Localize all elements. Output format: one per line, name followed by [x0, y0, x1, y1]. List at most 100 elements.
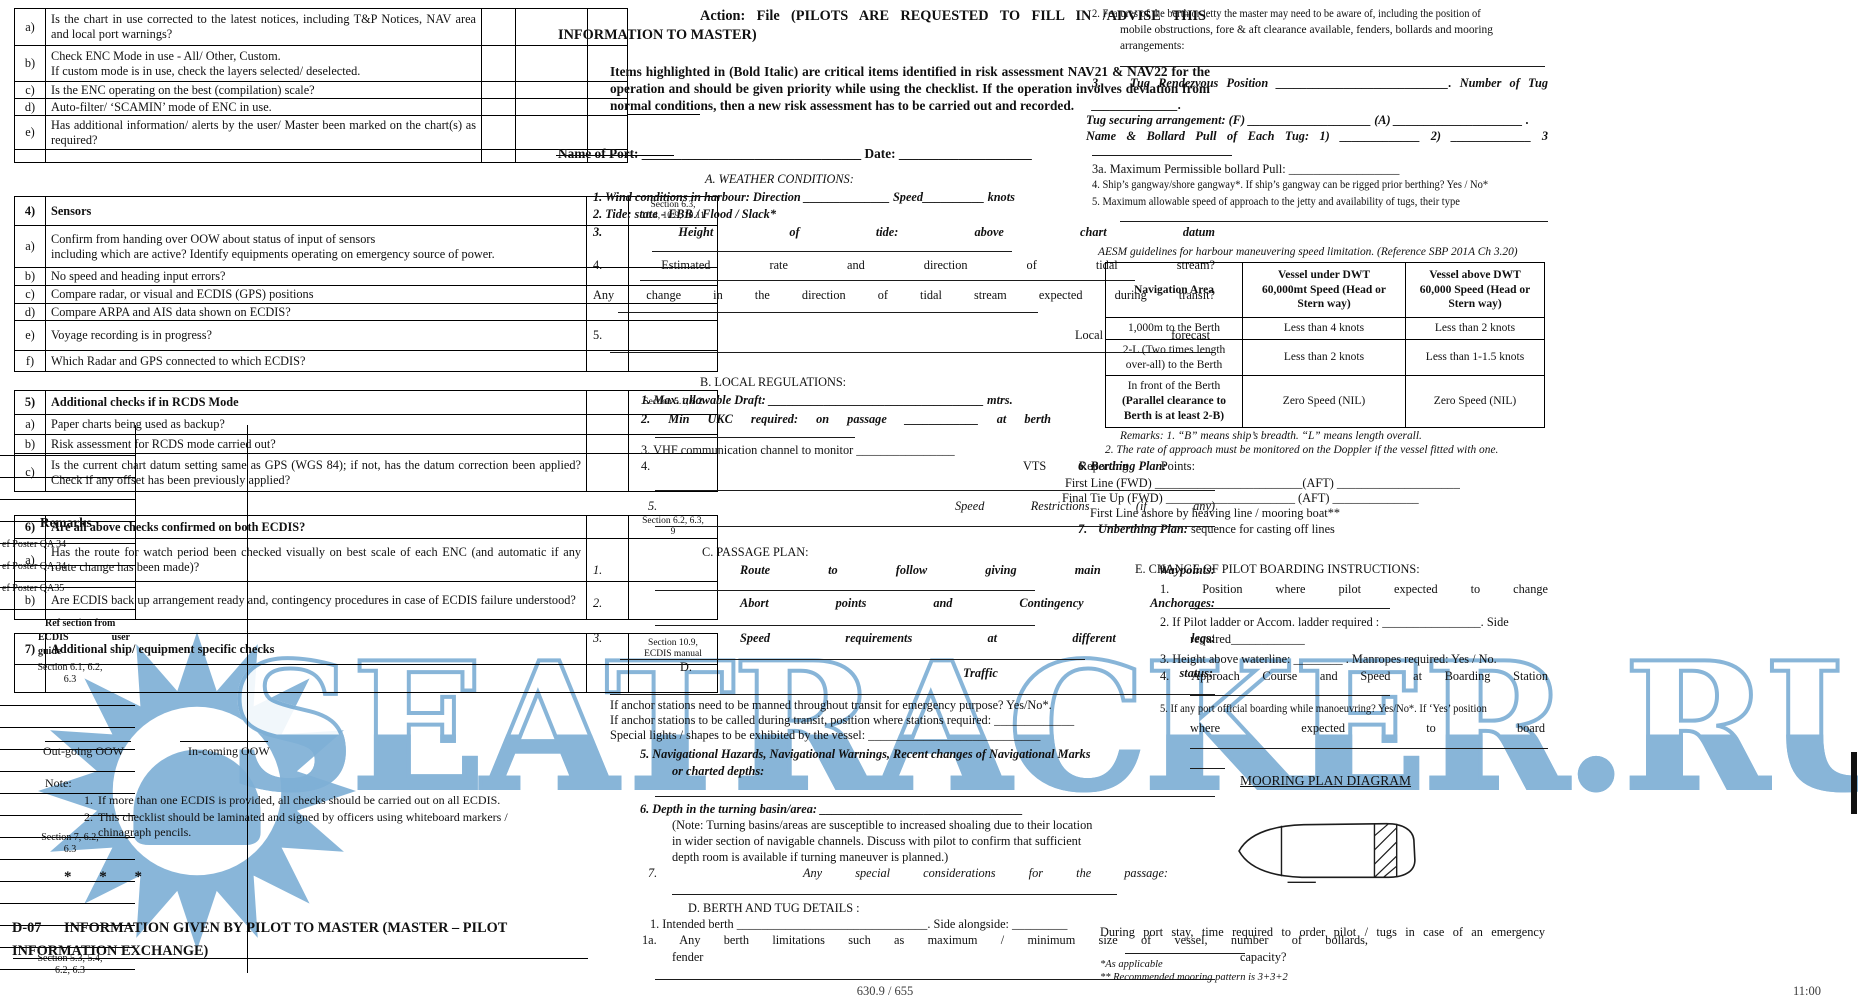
- note-label: Note:: [45, 776, 72, 790]
- note-number: 1.: [84, 793, 93, 807]
- during-port-stay-line: During port stay, time required to order…: [1100, 925, 1545, 939]
- margin-ref-guide: Ref section from: [45, 618, 116, 629]
- section-ref: Section 6.2, 6.3, 9: [642, 516, 704, 537]
- table-row: a) Is the chart in use corrected to the …: [15, 9, 627, 45]
- waterline-height-line: 3. Height above waterline: ________ . Ma…: [1160, 652, 1497, 666]
- check-cell: [587, 268, 629, 285]
- table-row: b) Check ENC Mode in use - All/ Other, C…: [15, 45, 627, 81]
- row-text: [46, 150, 482, 162]
- port-official-line: 5. If any port official boarding while m…: [1160, 703, 1487, 715]
- form-blank: [610, 352, 1215, 353]
- table-row: d) Auto-filter/ ‘SCAMIN’ mode of ENC in …: [15, 98, 627, 115]
- row-id: [15, 665, 46, 692]
- d07-title: INFORMATION GIVEN BY PILOT TO MASTER (MA…: [64, 920, 508, 936]
- table-row: c) Is the ENC operating on the best (com…: [15, 81, 627, 98]
- form-blank: [655, 796, 1215, 797]
- nav-area-header: Navigation Area: [1106, 263, 1243, 317]
- speed-limitation-table: Navigation Area Vessel under DWT 60,000m…: [1105, 262, 1545, 428]
- mooring-plan-title: MOORING PLAN DIAGRAM: [1240, 773, 1412, 788]
- action-heading-2: INFORMATION TO MASTER): [558, 27, 757, 43]
- form-blank: [1190, 748, 1548, 749]
- table-cell-line-bold: (Parallel clearance to Berth is at least…: [1121, 395, 1227, 422]
- row-text: Voyage recording is in progress?: [46, 321, 587, 350]
- table-cell: Less than 2 knots: [1243, 340, 1406, 375]
- critical-items-note: Items highlighted in (Bold Italic) are c…: [610, 64, 1210, 113]
- signature-line: [180, 741, 268, 742]
- rcds-checks-table: 5) Additional checks if in RCDS Mode Sec…: [14, 390, 718, 492]
- speed-restrictions-line: Speed Restrictions (if any): [955, 499, 1215, 513]
- form-blank: [1190, 695, 1390, 696]
- row-id: b): [15, 435, 46, 453]
- table-header-row: 5) Additional checks if in RCDS Mode Sec…: [15, 391, 717, 414]
- scrollbar-thumb[interactable]: [1851, 752, 1857, 814]
- first-line-ashore: First Line ashore by heaving line / moor…: [1090, 506, 1340, 520]
- table-remarks-line: Remarks: 1. “B” means ship’s breadth. “L…: [1120, 430, 1422, 442]
- section-title: Additional checks if in RCDS Mode: [46, 391, 587, 414]
- final-tie-up: Final Tie Up (FWD) _____________________…: [1062, 491, 1419, 505]
- check-cell: [587, 351, 629, 371]
- item-number: 5.: [648, 499, 658, 513]
- check-cell: [482, 46, 516, 81]
- check-cell: [516, 82, 588, 98]
- d07-title2: INFORMATION EXCHANGE): [12, 943, 209, 959]
- vessel-under-header: Vessel under DWT 60,000mt Speed (Head or…: [1243, 263, 1406, 317]
- bollard-pull-line: Name & Bollard Pull of Each Tug: 1) ____…: [1086, 129, 1548, 143]
- row-id: f): [15, 351, 46, 371]
- table-cell: Less than 4 knots: [1243, 318, 1406, 339]
- section-title: Additional ship/ equipment specific chec…: [46, 634, 587, 664]
- table-row: a) Paper charts being used as backup?: [15, 414, 717, 434]
- tide-line: 2. Tide: state - EBB / Flood / Slack*: [593, 207, 776, 221]
- section-e-heading: E. CHANGE OF PILOT BOARDING INSTRUCTIONS…: [1135, 562, 1420, 576]
- section-ref: Section 6.3, 10.4, 10.9, 10.11: [641, 200, 705, 221]
- section-ref: Section 5.1, 6.2: [643, 397, 703, 408]
- table-row: e) Has additional information/ alerts by…: [15, 115, 627, 149]
- row-id: d): [15, 304, 46, 320]
- check-cell: [587, 582, 629, 619]
- section-c-heading: C. PASSAGE PLAN:: [702, 545, 809, 559]
- tidal-stream-line: 4. Estimated rate and direction of tidal…: [593, 258, 1215, 272]
- port-date-line: Name of Port: __________________________…: [558, 146, 1032, 161]
- margin-divider: [247, 425, 248, 973]
- vts-points-line: VTS Reporting Points:: [1023, 459, 1195, 473]
- row-text: Risk assessment for RCDS mode carried ou…: [46, 435, 587, 453]
- form-blank: [655, 437, 855, 438]
- row-text: Compare ARPA and AIS data shown on ECDIS…: [46, 304, 587, 320]
- row-text: Which Radar and GPS connected to which E…: [46, 351, 587, 371]
- section-title: Sensors: [46, 197, 587, 225]
- footnote-mooring-pattern: ** Recommended mooring pattern is 3+3+2: [1100, 972, 1288, 983]
- item-number: 7.: [1078, 522, 1088, 536]
- clock: 11:00: [1793, 984, 1822, 998]
- form-blank: [1190, 768, 1225, 769]
- table-row: b) Risk assessment for RCDS mode carried…: [15, 434, 717, 453]
- table-cell: Zero Speed (NIL): [1433, 395, 1517, 408]
- check-cell: [587, 321, 629, 350]
- row-text: Are ECDIS back up arrangement ready and,…: [46, 582, 587, 619]
- section-ref: [629, 582, 717, 619]
- nav-hazards-line-2: or charted depths:: [672, 764, 765, 778]
- row-text: No speed and heading input errors?: [46, 268, 587, 285]
- row-text: Confirm from handing over OOW about stat…: [46, 226, 587, 267]
- margin-section-ref: Section 6.1, 6.2, 6.3: [37, 662, 103, 685]
- outgoing-oow-label: Out-going OOW: [43, 744, 124, 758]
- berth-features-line-3: arrangements:: [1120, 40, 1185, 52]
- check-cell: [516, 9, 588, 45]
- table-header-row: 4) Sensors Section 6.3, 10.4, 10.9, 10.1…: [15, 197, 717, 225]
- item-number: 3.: [593, 631, 603, 645]
- item-number: 1.: [593, 563, 603, 577]
- intended-berth-line: 1. Intended berth ______________________…: [650, 917, 1068, 931]
- check-cell: [587, 665, 629, 692]
- table-row: f) Which Radar and GPS connected to whic…: [15, 350, 717, 371]
- section-number: 7): [15, 634, 46, 664]
- item-number: 3.: [1092, 76, 1102, 90]
- item-number: 5.: [593, 328, 603, 342]
- wind-line: 1. Wind conditions in harbour: Direction…: [593, 190, 1015, 204]
- form-blank: [1190, 608, 1390, 609]
- row-id: e): [15, 321, 46, 350]
- table-row: 2-L (Two times length over-all) to the B…: [1106, 339, 1544, 375]
- section-d-heading: D. BERTH AND TUG DETAILS :: [688, 901, 860, 915]
- row-id: d): [15, 99, 46, 115]
- bleed-letter: D.: [680, 660, 692, 674]
- berthing-plan-heading: 6. Berthing Plan:: [1078, 459, 1167, 473]
- form-blank: [655, 526, 1215, 527]
- row-text: Check ENC Mode in use - All/ Other, Cust…: [46, 46, 482, 81]
